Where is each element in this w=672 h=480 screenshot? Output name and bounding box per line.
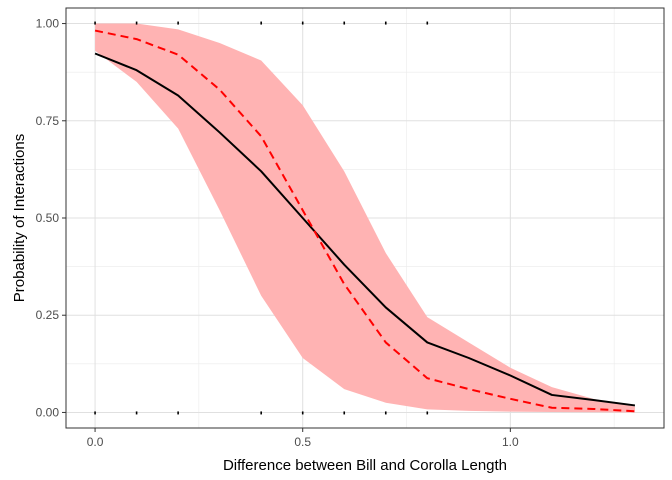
x-tick-label: 0.5	[294, 435, 311, 449]
confidence-ribbon-layer	[95, 23, 635, 413]
y-tick-label: 0.00	[36, 405, 60, 419]
confidence-ribbon	[95, 23, 635, 413]
y-axis-title: Probability of Interactions	[11, 134, 28, 302]
x-axis-title: Difference between Bill and Corolla Leng…	[223, 457, 507, 474]
dashed-series-line	[94, 29, 635, 413]
y-tick-label: 0.75	[36, 114, 60, 128]
y-tick-label: 0.50	[36, 211, 60, 225]
x-tick-label: 1.0	[502, 435, 519, 449]
x-tick-label: 0.0	[87, 435, 104, 449]
series-layer	[94, 29, 636, 413]
rug-marks	[94, 21, 429, 415]
y-tick-label: 1.00	[36, 17, 60, 31]
y-tick-label: 0.25	[36, 308, 60, 322]
solid-series-line	[94, 52, 636, 407]
grid-lines	[66, 8, 664, 428]
axes: 0.0 0.5 1.0 0.00 0.25 0.50 0.75 1.00	[36, 17, 519, 449]
